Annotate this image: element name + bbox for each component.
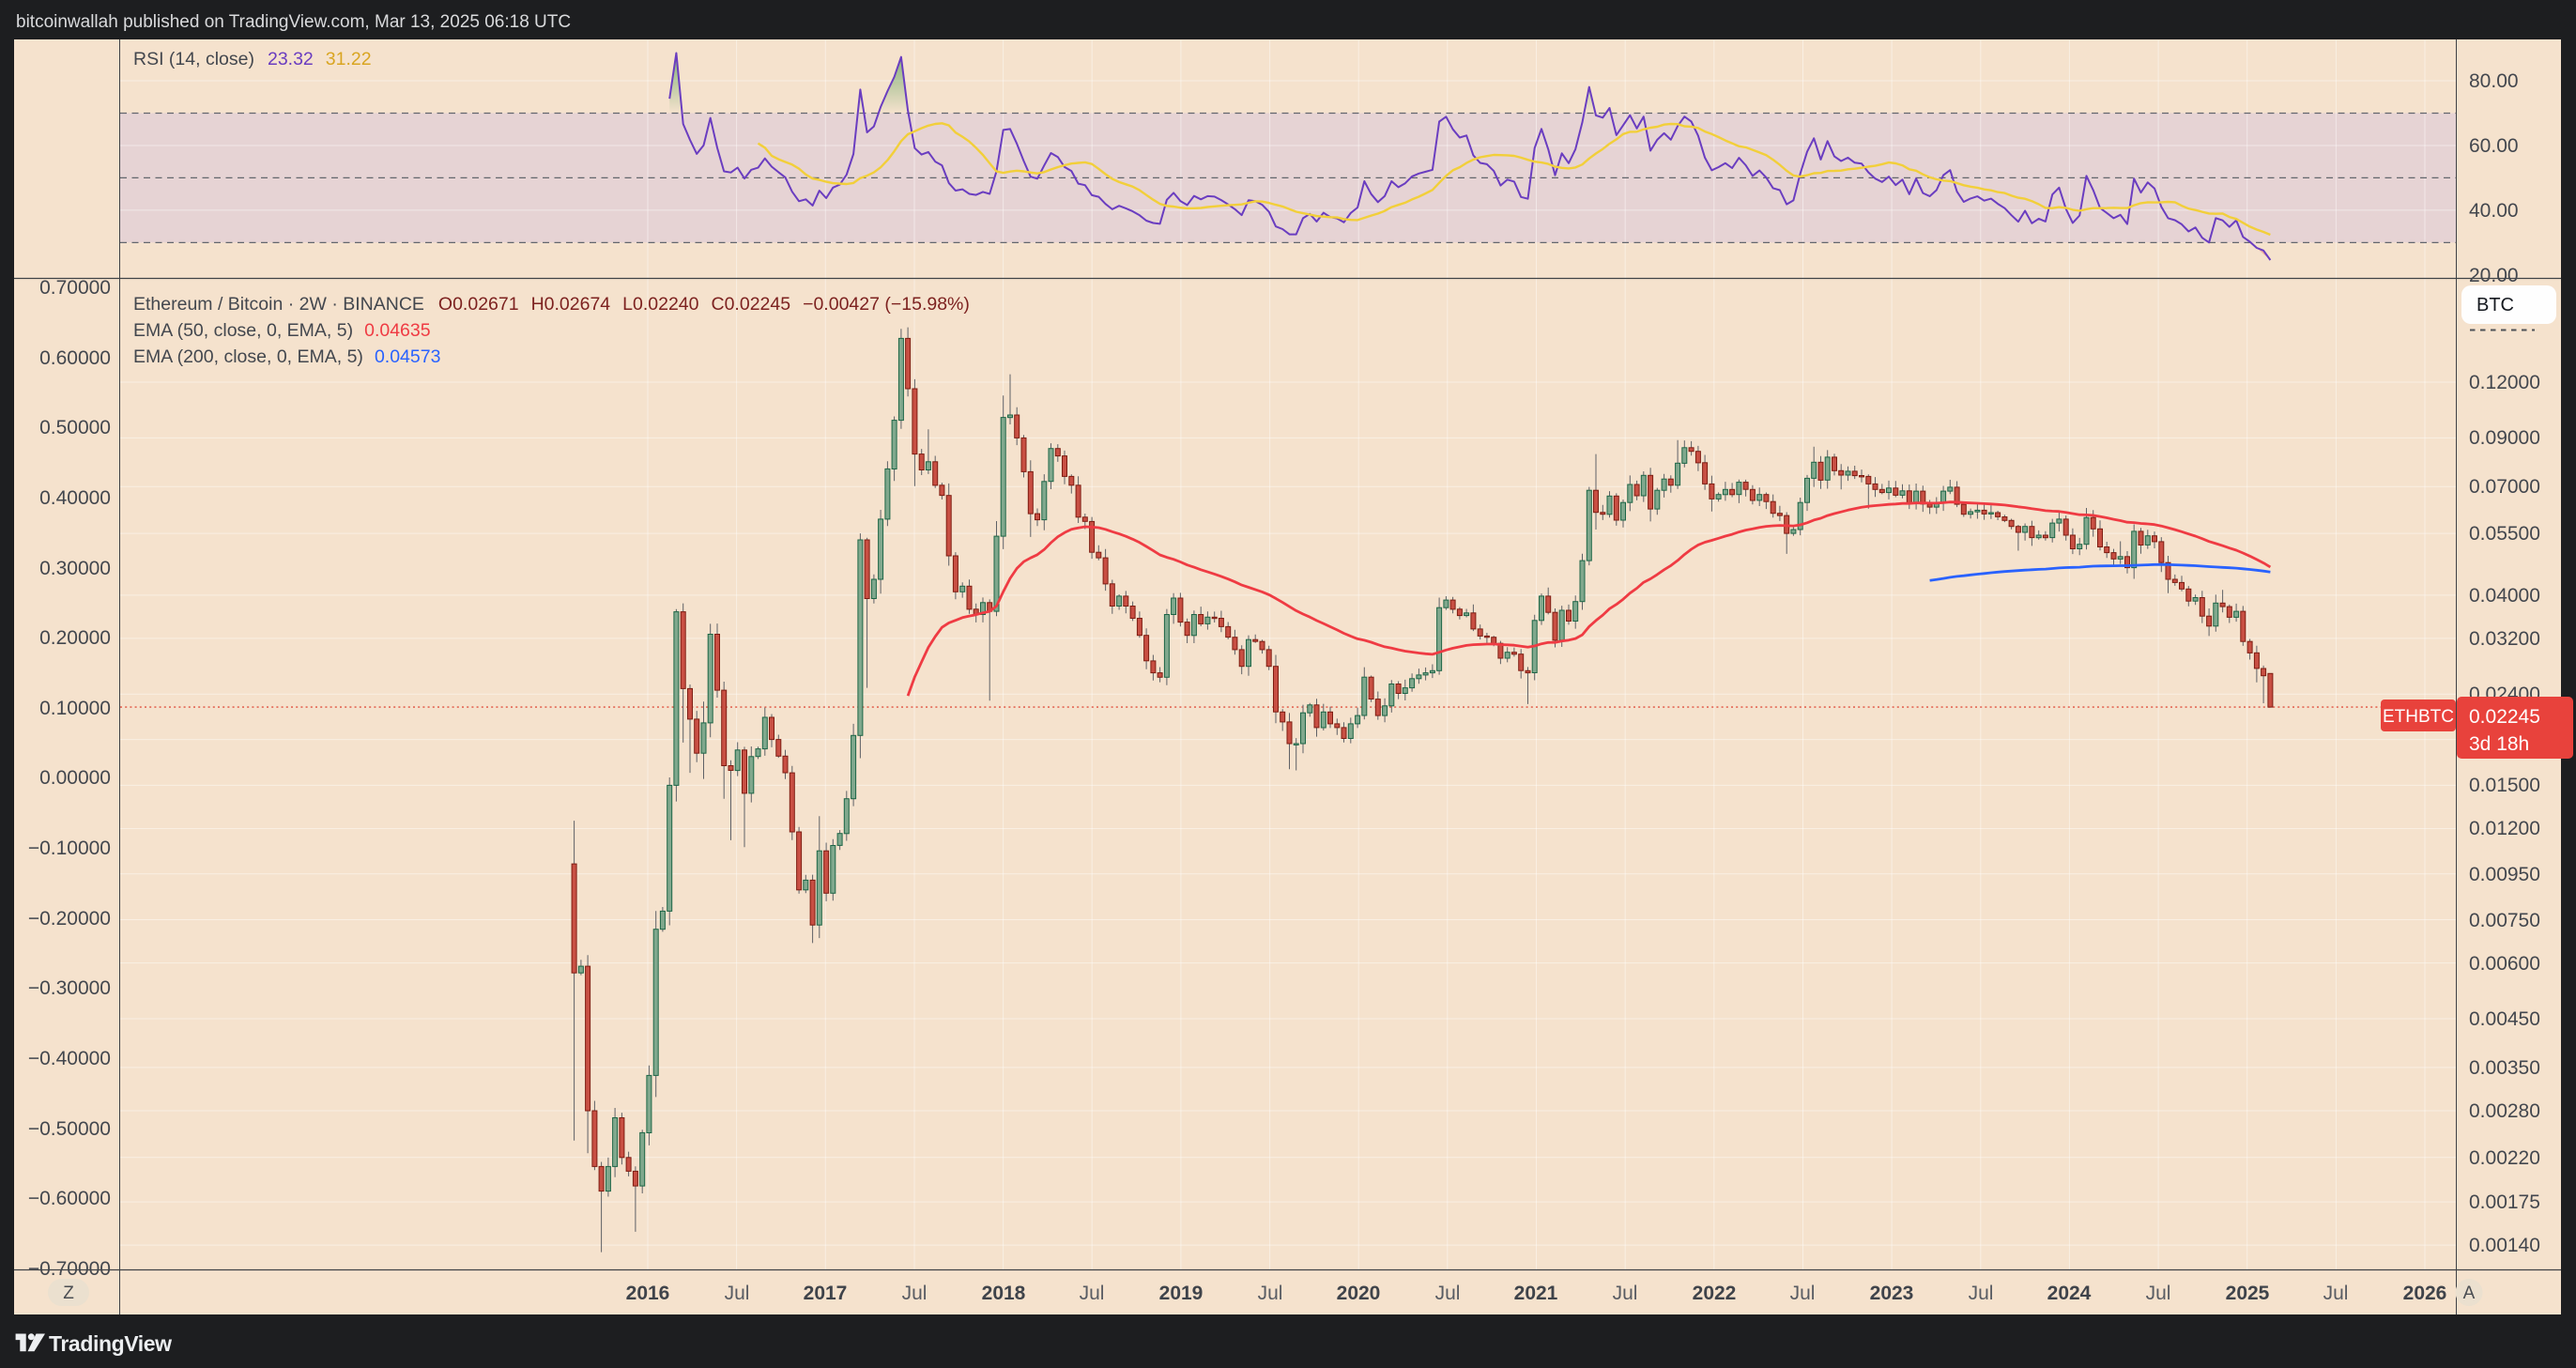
svg-text:2018: 2018: [982, 1283, 1026, 1304]
svg-text:2016: 2016: [626, 1283, 670, 1304]
svg-text:−0.30000: −0.30000: [28, 977, 111, 999]
svg-text:0.30000: 0.30000: [39, 558, 111, 579]
svg-text:0.00140: 0.00140: [2469, 1235, 2540, 1256]
svg-text:20.00: 20.00: [2469, 265, 2519, 286]
svg-text:2017: 2017: [804, 1283, 848, 1304]
svg-text:0.00950: 0.00950: [2469, 864, 2540, 885]
svg-text:0.04000: 0.04000: [2469, 585, 2540, 607]
svg-text:Jul: Jul: [902, 1283, 928, 1304]
svg-text:0.00350: 0.00350: [2469, 1057, 2540, 1079]
svg-text:0.09000: 0.09000: [2469, 427, 2540, 449]
svg-text:Jul: Jul: [1435, 1283, 1461, 1304]
svg-text:Z: Z: [63, 1283, 74, 1303]
svg-text:Ethereum / Bitcoin · 2W · BINA: Ethereum / Bitcoin · 2W · BINANCE O0.0267…: [133, 294, 970, 315]
svg-text:bitcoinwallah published on Tra: bitcoinwallah published on TradingView.c…: [16, 12, 571, 32]
svg-text:−0.60000: −0.60000: [28, 1188, 111, 1209]
svg-text:0.20000: 0.20000: [39, 627, 111, 649]
svg-text:0.60000: 0.60000: [39, 347, 111, 369]
svg-text:2022: 2022: [1693, 1283, 1737, 1304]
svg-text:A: A: [2463, 1283, 2476, 1303]
svg-text:Jul: Jul: [1258, 1283, 1283, 1304]
svg-text:−0.70000: −0.70000: [28, 1258, 111, 1280]
svg-text:80.00: 80.00: [2469, 70, 2519, 92]
svg-text:Jul: Jul: [2323, 1283, 2349, 1304]
svg-text:2019: 2019: [1159, 1283, 1204, 1304]
svg-text:−0.10000: −0.10000: [28, 838, 111, 859]
svg-text:−0.50000: −0.50000: [28, 1118, 111, 1140]
svg-text:40.00: 40.00: [2469, 200, 2519, 222]
svg-text:0.01200: 0.01200: [2469, 818, 2540, 839]
svg-text:0.10000: 0.10000: [39, 698, 111, 719]
svg-text:0.40000: 0.40000: [39, 487, 111, 509]
svg-text:0.00450: 0.00450: [2469, 1008, 2540, 1030]
svg-text:2026: 2026: [2403, 1283, 2447, 1304]
svg-text:ETHBTC: ETHBTC: [2383, 707, 2454, 727]
svg-text:0.12000: 0.12000: [2469, 372, 2540, 393]
svg-text:0.02245: 0.02245: [2469, 706, 2540, 728]
svg-text:Jul: Jul: [1790, 1283, 1816, 1304]
svg-text:0.00220: 0.00220: [2469, 1147, 2540, 1169]
svg-text:Jul: Jul: [2146, 1283, 2171, 1304]
svg-text:Jul: Jul: [1080, 1283, 1105, 1304]
svg-text:3d 18h: 3d 18h: [2469, 733, 2529, 755]
svg-text:0.00175: 0.00175: [2469, 1191, 2540, 1213]
svg-text:60.00: 60.00: [2469, 135, 2519, 157]
svg-text:0.00000: 0.00000: [39, 767, 111, 789]
svg-text:Jul: Jul: [725, 1283, 750, 1304]
svg-text:Jul: Jul: [1613, 1283, 1638, 1304]
svg-text:0.00750: 0.00750: [2469, 910, 2540, 931]
svg-text:0.50000: 0.50000: [39, 417, 111, 438]
svg-text:2020: 2020: [1337, 1283, 1381, 1304]
svg-text:2025: 2025: [2226, 1283, 2270, 1304]
svg-text:Jul: Jul: [1969, 1283, 1994, 1304]
svg-text:0.01500: 0.01500: [2469, 775, 2540, 796]
svg-text:0.70000: 0.70000: [39, 277, 111, 299]
svg-text:2023: 2023: [1870, 1283, 1914, 1304]
svg-text:EMA (50, close, 0, EMA, 5)0.04: EMA (50, close, 0, EMA, 5) 0.04635: [133, 320, 431, 341]
svg-text:0.07000: 0.07000: [2469, 476, 2540, 498]
svg-text:2024: 2024: [2047, 1283, 2092, 1304]
svg-text:0.03200: 0.03200: [2469, 628, 2540, 650]
svg-text:−0.20000: −0.20000: [28, 908, 111, 930]
svg-text:0.00280: 0.00280: [2469, 1100, 2540, 1122]
svg-text:2021: 2021: [1514, 1283, 1558, 1304]
svg-text:−0.40000: −0.40000: [28, 1048, 111, 1069]
svg-text:EMA (200, close, 0, EMA, 5)0.0: EMA (200, close, 0, EMA, 5) 0.04573: [133, 346, 440, 367]
svg-text:0.05500: 0.05500: [2469, 523, 2540, 545]
svg-text:0.00600: 0.00600: [2469, 953, 2540, 975]
svg-text:BTC: BTC: [2476, 295, 2514, 315]
svg-text:TradingView: TradingView: [49, 1331, 172, 1356]
